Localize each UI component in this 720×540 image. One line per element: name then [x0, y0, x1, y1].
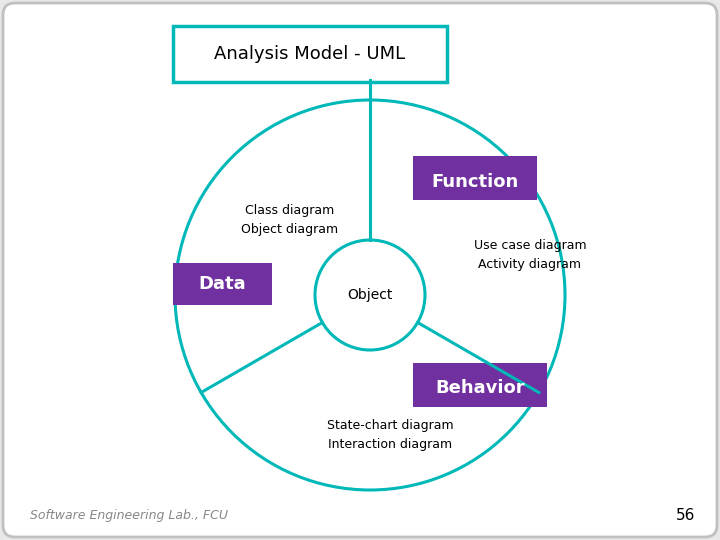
Text: Analysis Model - UML: Analysis Model - UML [215, 45, 405, 63]
Text: Object: Object [347, 288, 392, 302]
Text: Behavior: Behavior [435, 379, 525, 397]
FancyBboxPatch shape [413, 156, 537, 200]
FancyBboxPatch shape [173, 263, 272, 305]
FancyBboxPatch shape [3, 3, 717, 537]
Text: State-chart diagram
Interaction diagram: State-chart diagram Interaction diagram [327, 419, 454, 451]
Text: 56: 56 [675, 508, 695, 523]
Text: Function: Function [431, 173, 518, 191]
Text: Software Engineering Lab., FCU: Software Engineering Lab., FCU [30, 509, 228, 522]
Text: Use case diagram
Activity diagram: Use case diagram Activity diagram [474, 239, 586, 271]
FancyBboxPatch shape [413, 363, 547, 407]
Text: Class diagram
Object diagram: Class diagram Object diagram [241, 204, 338, 236]
FancyBboxPatch shape [173, 26, 447, 82]
Text: Data: Data [198, 275, 246, 293]
